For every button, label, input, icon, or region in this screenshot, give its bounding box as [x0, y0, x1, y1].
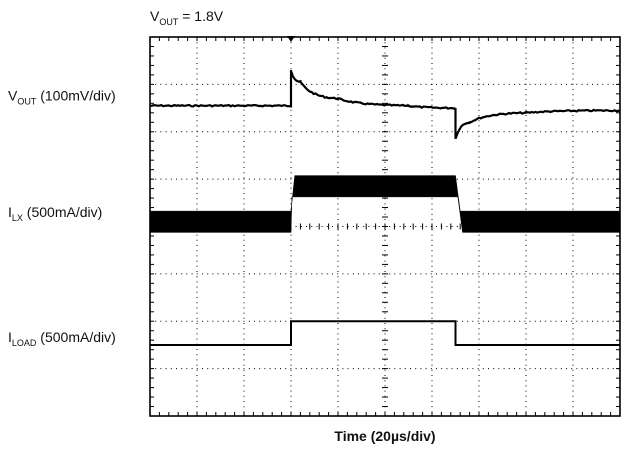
chart-title: VOUT = 1.8V — [150, 8, 224, 27]
trigger-marker — [287, 36, 295, 42]
ilx-trace — [149, 175, 621, 233]
ilx-scale-label: ILX (500mA/div) — [8, 204, 102, 223]
vout-scale-label: VOUT (100mV/div) — [8, 88, 116, 107]
iload-trace — [150, 320, 620, 346]
x-axis-label: Time (20µs/div) — [334, 428, 435, 444]
vout-trace — [149, 70, 621, 140]
iload-scale-label: ILOAD (500mA/div) — [8, 329, 116, 348]
